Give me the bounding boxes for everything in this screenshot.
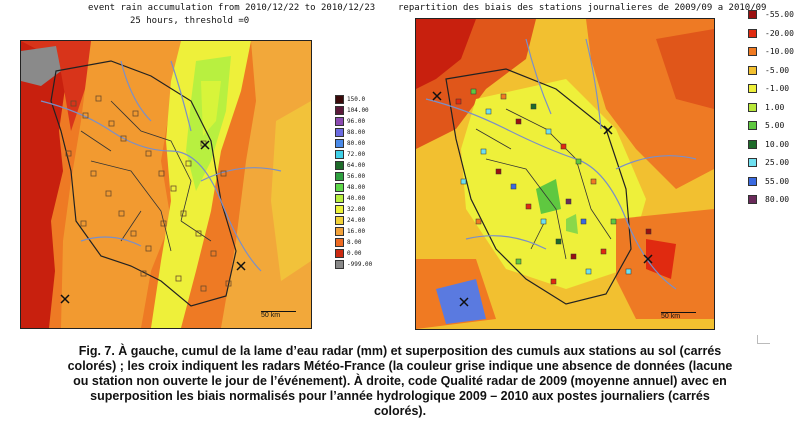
left-legend-label: 64.00 — [347, 162, 366, 169]
right-legend-item: 10.00 — [748, 139, 790, 149]
left-legend-swatch — [335, 161, 344, 170]
left-legend-label: 150.0 — [347, 96, 366, 103]
right-legend-swatch — [748, 28, 757, 38]
left-legend-swatch — [335, 106, 344, 115]
caption-line-3: ou station non ouverte le jour de l’évén… — [73, 374, 727, 388]
left-legend-swatch — [335, 139, 344, 148]
caption-line-1: Fig. 7. À gauche, cumul de la lame d’eau… — [78, 344, 722, 358]
right-legend-item: 25.00 — [748, 158, 789, 167]
right-legend-swatch — [748, 10, 757, 19]
left-legend-item: 8.00 — [335, 238, 361, 247]
right-legend-item: 55.00 — [748, 176, 790, 186]
left-legend-swatch — [335, 249, 344, 258]
left-legend-item: 0.00 — [335, 249, 361, 258]
left-legend-swatch — [335, 95, 344, 104]
left-legend-label: 24.00 — [347, 217, 366, 224]
left-legend-item: 56.00 — [335, 172, 365, 181]
left-legend-label: 72.00 — [347, 151, 366, 158]
left-legend-swatch — [335, 216, 344, 225]
left-legend-swatch — [335, 150, 344, 159]
right-legend-swatch — [748, 65, 757, 75]
right-map-title: repartition des biais des stations journ… — [398, 3, 767, 13]
left-legend-swatch — [335, 227, 344, 236]
left-legend-swatch — [335, 205, 344, 214]
left-radar-map: 50 km — [20, 40, 312, 329]
caption-line-2: colorés) ; les croix indiquent les radar… — [67, 359, 733, 373]
right-legend-label: 80.00 — [765, 195, 790, 204]
figure-caption: Fig. 7. À gauche, cumul de la lame d’eau… — [0, 344, 800, 419]
left-legend-swatch — [335, 194, 344, 203]
left-legend-label: 40.00 — [347, 195, 366, 202]
right-legend-swatch — [748, 139, 757, 149]
right-legend-item: -10.00 — [748, 47, 794, 56]
left-legend-label: 32.00 — [347, 206, 366, 213]
right-legend-label: -5.00 — [765, 65, 790, 75]
left-legend-item: 96.00 — [335, 117, 365, 126]
right-legend-label: 25.00 — [765, 158, 790, 167]
left-scale-bar: 50 km — [261, 311, 296, 319]
right-legend-item: 80.00 — [748, 195, 789, 204]
right-legend-swatch — [748, 84, 757, 93]
left-legend-swatch — [335, 172, 344, 181]
right-scale-bar: 50 km — [661, 312, 696, 320]
left-legend-item: 40.00 — [335, 194, 365, 203]
right-legend-label: 5.00 — [765, 121, 785, 130]
left-legend-swatch — [335, 260, 344, 269]
left-legend-swatch — [335, 117, 344, 126]
right-legend-item: 5.00 — [748, 121, 784, 130]
left-legend-item: 104.00 — [335, 106, 369, 115]
right-legend-item: -1.00 — [748, 84, 789, 93]
right-legend-item: -55.00 — [748, 10, 794, 19]
left-legend-swatch — [335, 238, 344, 247]
left-legend-item: 88.00 — [335, 128, 365, 137]
left-legend-label: 104.00 — [347, 107, 369, 114]
left-map-subtitle: 25 hours, threshold =0 — [130, 16, 250, 26]
right-legend-swatch — [748, 102, 757, 112]
left-legend-label: 56.00 — [347, 173, 366, 180]
left-legend-label: 0.00 — [347, 250, 362, 257]
right-legend-swatch — [748, 47, 757, 56]
right-legend-item: 1.00 — [748, 102, 785, 112]
left-legend-item: 32.00 — [335, 205, 365, 214]
left-legend-item: 150.0 — [335, 95, 365, 104]
left-legend-label: 16.00 — [347, 228, 366, 235]
left-legend-label: -999.00 — [347, 261, 373, 268]
left-legend-label: 80.00 — [347, 140, 366, 147]
left-legend-item: 72.00 — [335, 150, 365, 159]
left-legend-item: 48.00 — [335, 183, 365, 192]
left-legend-label: 88.00 — [347, 129, 366, 136]
right-legend-label: -55.00 — [765, 10, 794, 19]
right-legend-item: -20.00 — [748, 28, 794, 38]
left-legend-item: 80.00 — [335, 139, 365, 148]
right-legend-swatch — [748, 176, 757, 186]
right-legend-label: -20.00 — [765, 28, 794, 38]
left-legend-item: -999.00 — [335, 260, 372, 269]
right-legend-swatch — [748, 121, 757, 130]
left-legend-item: 16.00 — [335, 227, 365, 236]
right-legend-label: -1.00 — [765, 84, 790, 93]
left-legend-swatch — [335, 183, 344, 192]
left-map-title: event rain accumulation from 2010/12/22 … — [88, 3, 376, 13]
right-legend-label: -10.00 — [765, 47, 794, 56]
left-legend-item: 64.00 — [335, 161, 365, 170]
corner-mark — [757, 335, 770, 344]
right-legend-label: 10.00 — [765, 139, 790, 149]
left-legend-label: 48.00 — [347, 184, 366, 191]
left-legend-item: 24.00 — [335, 216, 365, 225]
right-radar-map: 50 km — [415, 18, 715, 330]
right-legend-swatch — [748, 158, 757, 167]
left-legend-swatch — [335, 128, 344, 137]
caption-line-5: colorés). — [373, 404, 427, 418]
right-legend-swatch — [748, 195, 757, 204]
left-legend-label: 96.00 — [347, 118, 366, 125]
right-legend-label: 55.00 — [765, 176, 790, 186]
right-legend-item: -5.00 — [748, 65, 790, 75]
left-legend-label: 8.00 — [347, 239, 362, 246]
caption-line-4: superposition les biais normalisés pour … — [90, 389, 710, 403]
right-legend-label: 1.00 — [765, 102, 785, 112]
